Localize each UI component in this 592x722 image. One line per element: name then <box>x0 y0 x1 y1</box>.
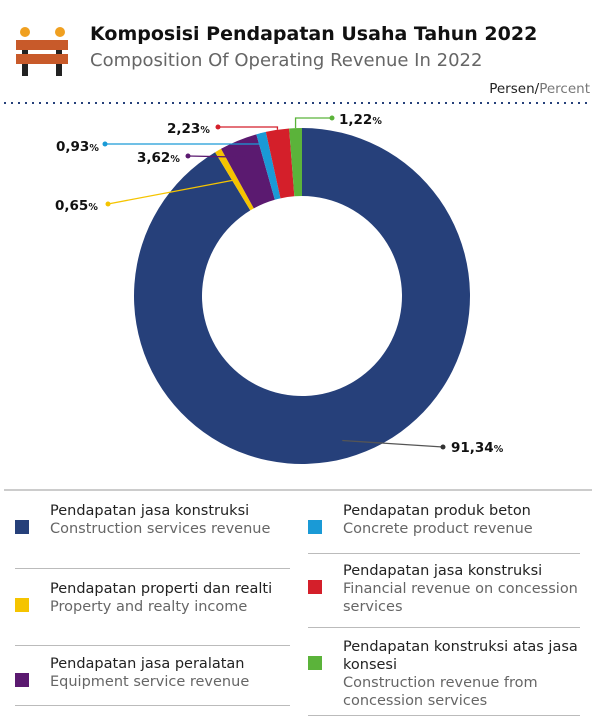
value-label: 91,34% <box>451 440 504 456</box>
value-label-number: 0,93 <box>56 139 89 155</box>
legend-separator <box>308 553 580 554</box>
leader-line <box>296 118 332 128</box>
value-label: 0,93% <box>56 139 99 155</box>
legend-swatch <box>15 520 29 534</box>
leader-dot <box>441 445 446 450</box>
leader-dot <box>103 142 108 147</box>
value-label: 0,65% <box>55 198 98 214</box>
legend-label: Pendapatan jasa peralatan <box>50 655 290 673</box>
legend-label: Pendapatan konstruksi atas jasa konsesi <box>343 638 583 674</box>
legend-swatch <box>308 656 322 670</box>
value-label-number: 3,62 <box>137 150 170 166</box>
legend-separator <box>15 568 290 569</box>
legend-separator <box>308 627 580 628</box>
legend-swatch <box>15 673 29 687</box>
value-label: 1,22% <box>339 112 382 128</box>
leader-dot <box>186 154 191 159</box>
page: Komposisi Pendapatan Usaha Tahun 2022 Co… <box>0 0 592 722</box>
value-label-number: 91,34 <box>451 440 494 456</box>
value-label: 3,62% <box>137 150 180 166</box>
legend-separator <box>15 645 290 646</box>
legend-separator <box>308 715 580 716</box>
value-label-unit: % <box>494 444 504 455</box>
value-label-unit: % <box>200 125 210 136</box>
value-label-unit: % <box>89 143 99 154</box>
leader-dot <box>216 125 221 130</box>
value-label-unit: % <box>372 116 382 127</box>
value-label-number: 1,22 <box>339 112 372 128</box>
legend-label-en: Financial revenue on concession services <box>343 580 583 616</box>
legend-swatch <box>308 520 322 534</box>
icon <box>16 27 68 76</box>
leader-dot <box>330 116 335 121</box>
legend-label-en: Construction revenue from concession ser… <box>343 674 583 710</box>
legend-label-en: Concrete product revenue <box>343 520 592 538</box>
legend-label: Pendapatan jasa konstruksi <box>50 502 290 520</box>
chart-subtitle: Composition Of Operating Revenue In 2022 <box>90 50 482 71</box>
legend-separator <box>15 705 290 706</box>
legend-label: Pendapatan produk beton <box>343 502 592 520</box>
value-label: 2,23% <box>167 121 210 137</box>
legend-label-en: Property and realty income <box>50 598 290 616</box>
legend-label-en: Construction services revenue <box>50 520 290 538</box>
leader-dot <box>106 202 111 207</box>
leader-line <box>218 127 277 130</box>
legend-swatch <box>15 598 29 612</box>
value-label-unit: % <box>88 202 98 213</box>
legend-label-en: Equipment service revenue <box>50 673 290 691</box>
chart-title: Komposisi Pendapatan Usaha Tahun 2022 <box>90 23 537 45</box>
legend-swatch <box>308 580 322 594</box>
value-label-number: 2,23 <box>167 121 200 137</box>
unit-label: Persen/Percent <box>489 81 590 97</box>
legend-label: Pendapatan jasa konstruksi <box>343 562 583 580</box>
legend-label: Pendapatan properti dan realti <box>50 580 290 598</box>
value-label-number: 0,65 <box>55 198 88 214</box>
value-label-unit: % <box>170 154 180 165</box>
